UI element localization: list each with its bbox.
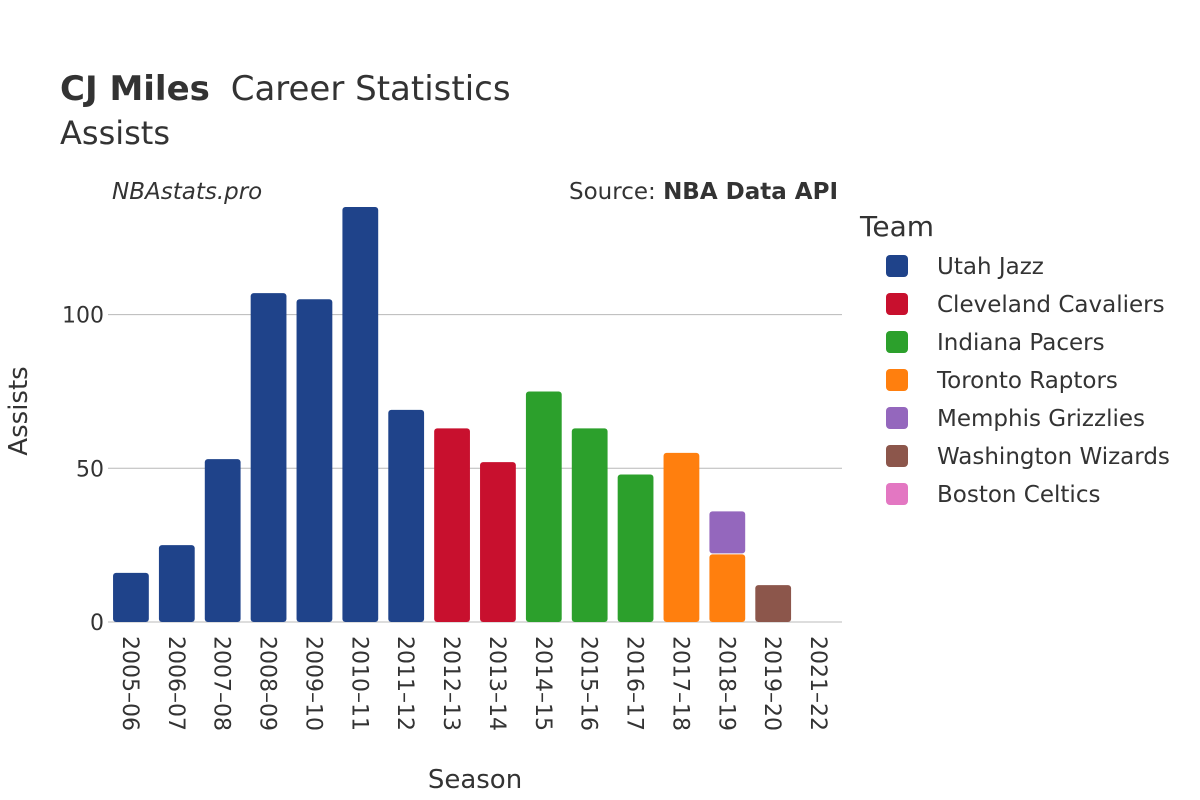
bar bbox=[709, 554, 746, 622]
watermark: NBAstats.pro bbox=[112, 179, 262, 205]
bar bbox=[525, 391, 562, 622]
bar bbox=[388, 409, 425, 622]
bar bbox=[434, 428, 470, 622]
source-prefix: Source: bbox=[569, 179, 663, 205]
legend-label: Cleveland Cavaliers bbox=[937, 292, 1165, 318]
player-name: CJ Miles bbox=[60, 69, 210, 109]
bar bbox=[480, 462, 516, 622]
bar bbox=[204, 459, 241, 622]
legend-item[interactable]: Toronto Raptors bbox=[886, 368, 1118, 394]
bar bbox=[709, 511, 746, 554]
bar bbox=[617, 474, 654, 622]
x-tick-label: 2011–12 bbox=[392, 636, 417, 731]
source-label: Source: NBA Data API bbox=[569, 179, 838, 205]
bar bbox=[113, 572, 149, 622]
y-tick-labels: 0 50 100 bbox=[62, 304, 104, 636]
legend-item[interactable]: Washington Wizards bbox=[886, 444, 1170, 470]
x-axis-label: Season bbox=[428, 765, 522, 795]
title-suffix: Career Statistics bbox=[231, 69, 511, 109]
x-tick-label: 2015–16 bbox=[576, 636, 601, 731]
legend-swatch bbox=[886, 255, 908, 277]
x-tick-label: 2009–10 bbox=[300, 636, 325, 731]
legend-swatch bbox=[886, 331, 908, 353]
source-name: NBA Data API bbox=[663, 179, 838, 205]
bar bbox=[250, 293, 287, 622]
y-axis-label: Assists bbox=[4, 366, 34, 455]
bar bbox=[663, 452, 700, 622]
y-tick-label: 100 bbox=[62, 304, 104, 329]
chart-subtitle: Assists bbox=[60, 114, 170, 152]
x-tick-label: 2016–17 bbox=[622, 636, 647, 731]
x-tick-label: 2007–08 bbox=[209, 636, 234, 731]
legend-title: Team bbox=[859, 210, 934, 243]
x-tick-label: 2014–15 bbox=[530, 636, 555, 731]
x-tick-label: 2017–18 bbox=[667, 636, 692, 731]
legend-item[interactable]: Boston Celtics bbox=[886, 482, 1100, 508]
x-tick-label: 2005–06 bbox=[117, 636, 142, 731]
bar bbox=[571, 428, 608, 622]
bar bbox=[296, 299, 333, 622]
bars bbox=[113, 207, 792, 622]
chart-title: CJ Miles Career Statistics bbox=[60, 69, 511, 109]
x-tick-labels: 2005–06 2006–07 2007–08 2008–09 2009–10 2010–… bbox=[117, 636, 830, 731]
x-tick-label: 2019–20 bbox=[759, 636, 784, 731]
x-tick-label: 2008–09 bbox=[255, 636, 280, 731]
legend-swatch bbox=[886, 293, 908, 315]
legend-label: Toronto Raptors bbox=[936, 368, 1118, 394]
bar bbox=[342, 207, 379, 622]
legend-item[interactable]: Utah Jazz bbox=[886, 254, 1044, 280]
legend-swatch bbox=[886, 369, 908, 391]
legend-label: Boston Celtics bbox=[937, 482, 1100, 508]
legend-label: Utah Jazz bbox=[937, 254, 1044, 280]
x-tick-label: 2021–22 bbox=[805, 636, 830, 731]
x-tick-label: 2013–14 bbox=[484, 636, 509, 731]
x-tick-label: 2006–07 bbox=[163, 636, 188, 731]
y-tick-label: 0 bbox=[90, 611, 104, 636]
legend-swatch bbox=[886, 483, 908, 505]
legend-swatch bbox=[886, 445, 908, 467]
legend-label: Washington Wizards bbox=[937, 444, 1170, 470]
legend-label: Indiana Pacers bbox=[937, 330, 1105, 356]
bar bbox=[158, 545, 195, 622]
bar bbox=[755, 585, 792, 622]
legend-item[interactable]: Indiana Pacers bbox=[886, 330, 1105, 356]
x-tick-label: 2010–11 bbox=[346, 636, 371, 731]
legend-item[interactable]: Memphis Grizzlies bbox=[886, 406, 1145, 432]
legend-label: Memphis Grizzlies bbox=[937, 406, 1145, 432]
x-tick-label: 2018–19 bbox=[713, 636, 738, 731]
legend: Utah Jazz Cleveland Cavaliers Indiana Pace… bbox=[886, 254, 1170, 508]
legend-item[interactable]: Cleveland Cavaliers bbox=[886, 292, 1165, 318]
x-tick-label: 2012–13 bbox=[438, 636, 463, 731]
y-tick-label: 50 bbox=[76, 457, 104, 482]
legend-swatch bbox=[886, 407, 908, 429]
